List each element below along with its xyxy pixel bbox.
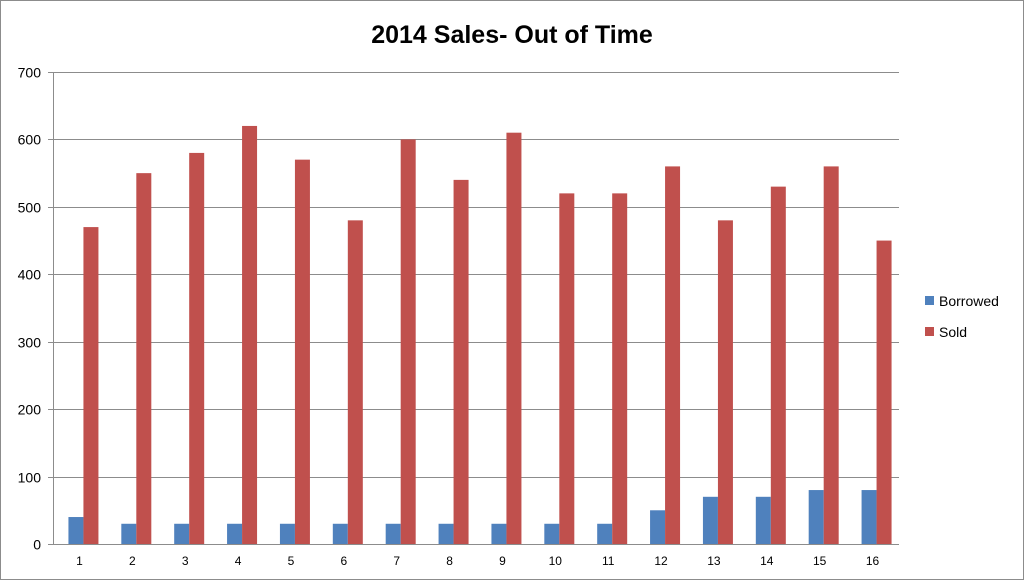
x-tick-label: 4	[235, 554, 242, 568]
x-tick-label: 14	[760, 554, 774, 568]
x-tick-label: 15	[813, 554, 827, 568]
x-tick-label: 11	[602, 554, 615, 568]
bar-sold-15	[823, 166, 839, 544]
legend: Borrowed Sold	[925, 293, 999, 340]
bar-borrowed-13	[702, 496, 718, 544]
bar-borrowed-7	[385, 523, 401, 544]
chart-title: 2014 Sales- Out of Time	[371, 21, 653, 49]
bar-sold-13	[717, 220, 733, 545]
bar-sold-2	[136, 173, 152, 544]
bar-sold-6	[347, 220, 363, 545]
y-tick-label: 200	[18, 402, 42, 418]
bar-borrowed-9	[491, 523, 507, 544]
bar-sold-3	[189, 152, 205, 544]
bar-borrowed-8	[438, 523, 454, 544]
legend-swatch-borrowed	[925, 296, 934, 305]
bar-borrowed-12	[650, 510, 666, 544]
bar-borrowed-4	[227, 523, 243, 544]
bar-sold-8	[453, 179, 469, 544]
legend-label-borrowed: Borrowed	[939, 293, 999, 309]
legend-swatch-sold	[925, 327, 934, 336]
x-tick-label: 2	[129, 554, 136, 568]
bar-borrowed-3	[174, 523, 190, 544]
y-tick-label: 400	[18, 267, 42, 283]
y-tick-label: 0	[33, 537, 41, 553]
y-tick-label: 500	[18, 200, 42, 216]
x-tick-label: 5	[288, 554, 295, 568]
y-axis: 0 100 200 300 400 500 600 700	[18, 65, 54, 553]
bar-borrowed-10	[544, 523, 560, 544]
y-tick-label: 700	[18, 65, 42, 81]
y-tick-label: 300	[18, 335, 42, 351]
bar-borrowed-2	[121, 523, 137, 544]
bar-sold-12	[665, 166, 681, 544]
bar-borrowed-14	[755, 496, 771, 544]
bar-sold-11	[612, 193, 628, 544]
bar-borrowed-16	[861, 490, 877, 544]
x-tick-label: 12	[654, 554, 668, 568]
y-tick-label: 600	[18, 132, 42, 148]
x-tick-label: 13	[707, 554, 721, 568]
x-tick-label: 3	[182, 554, 189, 568]
x-tick-label: 16	[866, 554, 880, 568]
bar-sold-5	[294, 159, 310, 544]
x-tick-label: 8	[446, 554, 453, 568]
bar-borrowed-1	[68, 517, 84, 544]
bar-sold-7	[400, 139, 416, 544]
x-tick-label: 9	[499, 554, 506, 568]
y-tick-label: 100	[18, 470, 42, 486]
bar-borrowed-6	[332, 523, 348, 544]
bar-borrowed-5	[279, 523, 295, 544]
legend-label-sold: Sold	[939, 324, 967, 340]
bar-sold-1	[83, 227, 99, 545]
x-axis: 1 2 3 4 5 6 7 8 9 10 11 12 13 14 15 16	[53, 544, 899, 568]
x-tick-label: 6	[340, 554, 347, 568]
bar-sold-14	[770, 186, 786, 544]
x-tick-label: 1	[76, 554, 83, 568]
bar-borrowed-11	[597, 523, 613, 544]
bar-borrowed-15	[808, 490, 824, 544]
x-tick-label: 7	[393, 554, 400, 568]
bars	[68, 125, 892, 545]
bar-sold-4	[242, 125, 258, 544]
x-tick-label: 10	[549, 554, 563, 568]
bar-sold-9	[506, 132, 522, 544]
bar-sold-16	[876, 240, 892, 545]
bar-sold-10	[559, 193, 575, 544]
